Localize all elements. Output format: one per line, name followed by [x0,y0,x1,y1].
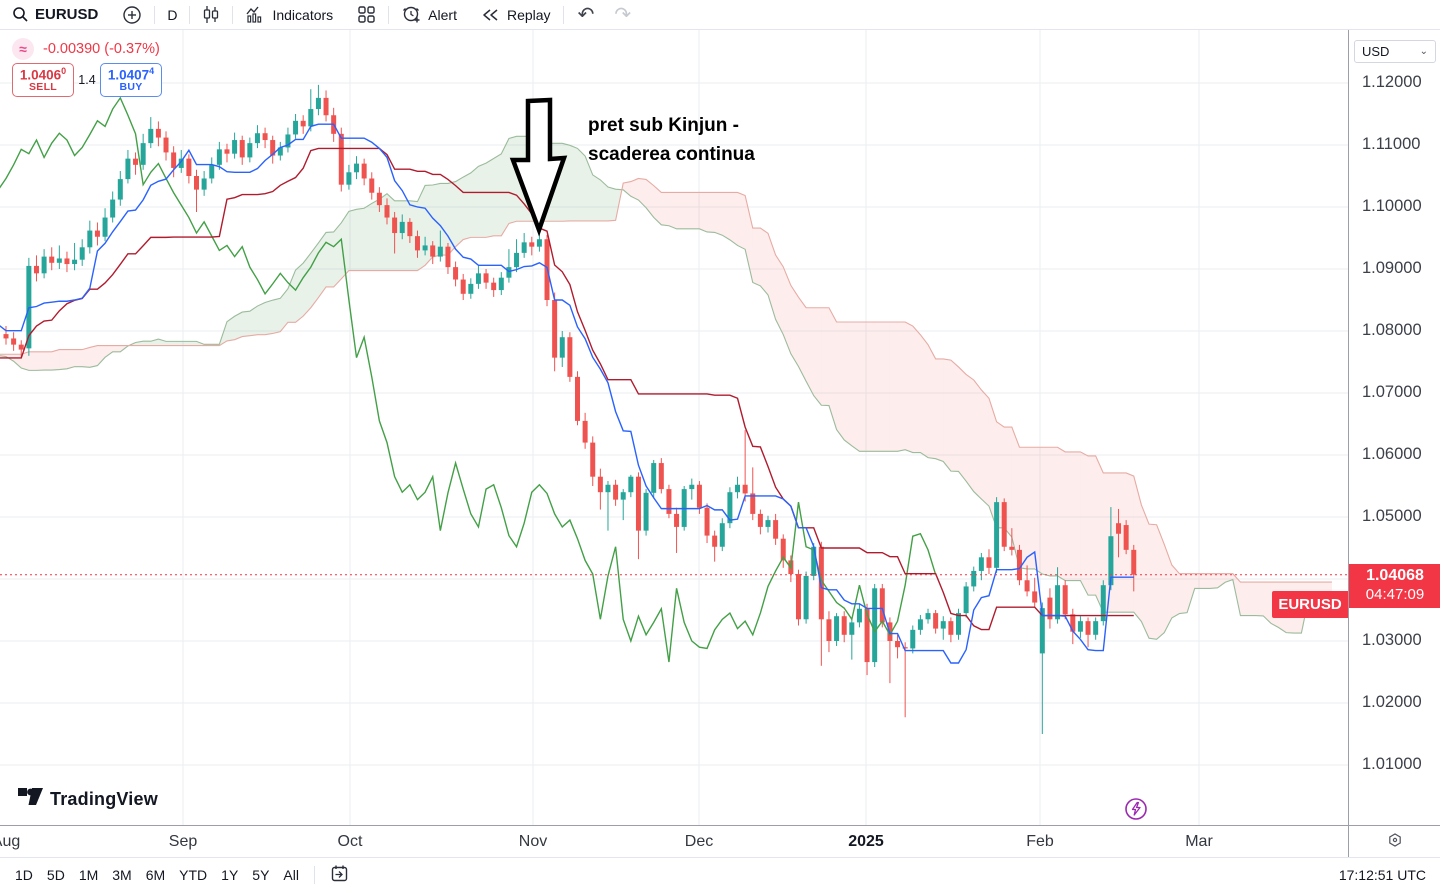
chevron-down-icon: ⌄ [1419,46,1428,57]
down-arrow-annotation[interactable] [502,97,574,242]
buy-price: 1.04074 [107,65,155,83]
range-buttons: 1D 5D 1M 3M 6M YTD 1Y 5Y All [0,863,306,887]
range-1y[interactable]: 1Y [221,867,239,883]
range-3m[interactable]: 3M [112,867,132,883]
price-axis[interactable]: USD ⌄ 1.12000 1.11000 1.10000 1.09000 1.0800… [1348,29,1440,825]
last-price-label: 1.04068 04:47:09 [1349,563,1440,608]
tradingview-logo-mark [18,786,43,812]
time-tick-feb: Feb [1026,833,1054,850]
axis-settings-corner[interactable] [1348,825,1440,858]
buy-button[interactable]: 1.04074 BUY [100,63,162,97]
annotation-text[interactable]: pret sub Kinjun - scaderea continua [588,111,755,170]
go-to-date-button[interactable] [323,860,356,890]
range-all[interactable]: All [283,867,299,883]
range-1d[interactable]: 1D [15,867,33,883]
undo-button[interactable]: ↶ [577,4,595,26]
tradingview-logo-text: TradingView [50,788,158,809]
sell-button[interactable]: 1.04060 SELL [12,63,74,97]
price-tick: 1.10000 [1362,197,1422,215]
price-tick: 1.05000 [1362,507,1422,525]
instant-order-icon[interactable] [1124,797,1148,825]
indicators-label: Indicators [272,6,334,23]
price-tick: 1.12000 [1362,73,1422,91]
time-axis[interactable]: Aug Sep Oct Nov Dec 2025 Feb Mar [0,825,1348,858]
indicators-button[interactable]: Indicators [233,1,345,29]
buy-label: BUY [119,81,143,94]
plus-circle-icon [122,5,142,25]
range-6m[interactable]: 6M [145,867,166,883]
bottom-toolbar: 1D 5D 1M 3M 6M YTD 1Y 5Y All 17:12:51 UTC [0,857,1440,892]
quote-row: ≈ -0.00390 (-0.37%) [12,38,160,60]
interval-label: D [167,6,178,23]
toolbar-separator [562,5,564,24]
chart-area[interactable]: ≈ -0.00390 (-0.37%) 1.04060 SELL 1.4 1.0… [0,29,1348,825]
price-tick: 1.08000 [1362,321,1422,339]
bar-countdown: 04:47:09 [1365,586,1425,604]
price-tick: 1.06000 [1362,445,1422,463]
time-tick-sep: Sep [168,833,198,850]
range-1m[interactable]: 1M [78,867,99,883]
price-tick: 1.03000 [1362,631,1422,649]
interval-button[interactable]: D [155,1,189,29]
replay-label: Replay [506,6,551,23]
indicators-icon [245,5,266,24]
toolbar-separator [232,5,234,24]
symbol-search-button[interactable]: EURUSD [0,1,110,29]
grid-layout-icon [357,5,376,24]
tradingview-logo[interactable]: TradingView [18,786,158,812]
symbol-name: EURUSD [35,6,99,23]
templates-button[interactable] [345,1,388,29]
range-5y[interactable]: 5Y [252,867,270,883]
annotation-line1: pret sub Kinjun - [588,115,739,136]
trade-buttons-row: 1.04060 SELL 1.4 1.04074 BUY [12,63,162,97]
price-change-text: -0.00390 (-0.37%) [43,41,160,57]
calendar-arrow-icon [331,865,348,882]
candlestick-style-icon [202,5,220,25]
top-toolbar: EURUSD D Indicators Alert Re [0,0,1440,30]
sell-price: 1.04060 [19,65,67,83]
annotation-line2: scaderea continua [588,144,755,166]
time-tick-oct: Oct [337,833,363,850]
currency-label: USD [1362,44,1390,59]
spread-value: 1.4 [78,73,96,87]
alert-clock-icon [401,5,422,25]
search-icon [12,6,29,23]
price-tick: 1.07000 [1362,383,1422,401]
price-tick: 1.09000 [1362,259,1422,277]
approx-price-icon: ≈ [12,38,34,60]
compare-add-button[interactable] [110,1,154,29]
alert-label: Alert [428,6,457,23]
replay-button[interactable]: Replay [469,1,563,29]
price-tick: 1.01000 [1362,755,1422,773]
bottom-separator [313,866,315,884]
range-ytd[interactable]: YTD [179,867,208,883]
last-price-value: 1.04068 [1366,567,1424,585]
replay-icon [481,7,501,23]
price-tick: 1.11000 [1362,135,1421,153]
axis-settings-icon [1387,832,1403,853]
toolbar-separator [189,5,191,24]
chart-style-button[interactable] [190,1,232,29]
currency-dropdown[interactable]: USD ⌄ [1354,40,1436,63]
toolbar-separator [388,5,390,24]
range-5d[interactable]: 5D [46,867,65,883]
time-tick-2025: 2025 [848,833,884,850]
time-tick-mar: Mar [1185,833,1213,850]
toolbar-separator [154,5,156,24]
price-tick: 1.02000 [1362,693,1422,711]
time-tick-dec: Dec [684,833,714,850]
timezone-clock[interactable]: 17:12:51 UTC [1338,867,1426,883]
time-tick-aug: Aug [0,833,21,850]
price-line-symbol-tag: EURUSD [1272,590,1348,618]
redo-button[interactable]: ↷ [614,4,632,26]
alert-button[interactable]: Alert [389,1,469,29]
sell-label: SELL [28,81,58,94]
time-tick-nov: Nov [518,833,548,850]
